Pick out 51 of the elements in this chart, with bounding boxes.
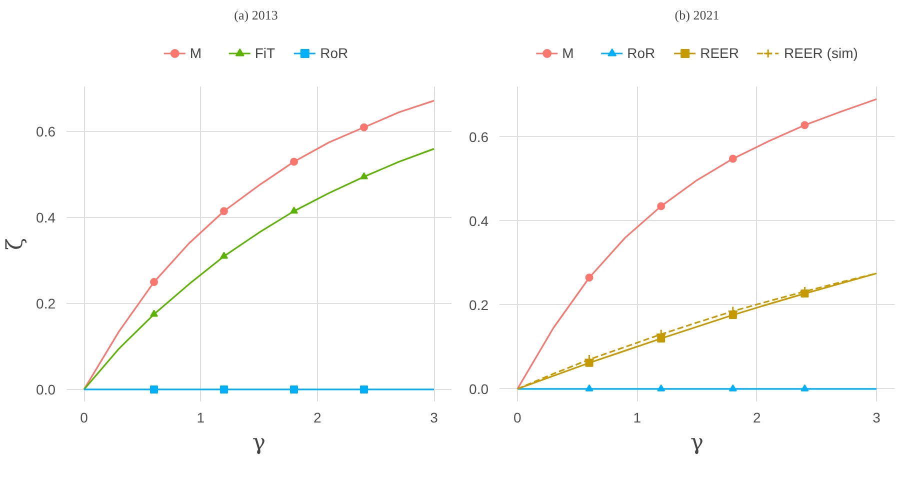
point — [585, 384, 594, 392]
x-tick-label: 0 — [80, 410, 88, 426]
legend-label: REER (sim) — [784, 44, 858, 60]
point — [728, 154, 737, 163]
y-tick-label: 0.4 — [36, 210, 56, 226]
point — [800, 384, 809, 392]
legend-label: REER — [700, 44, 740, 60]
y-tick-label: 0.0 — [469, 380, 489, 397]
point — [360, 172, 368, 180]
legend-label: RoR — [627, 44, 656, 60]
point — [290, 206, 298, 214]
y-tick-label: 0.6 — [469, 128, 489, 145]
y-tick-label: 0.6 — [36, 124, 56, 140]
x-tick-label: 2 — [752, 410, 761, 426]
point — [657, 202, 666, 210]
chart-title: (a) 2013 — [234, 8, 278, 22]
point — [800, 121, 809, 130]
x-tick-label: 3 — [872, 410, 881, 426]
y-tick-label: 0.0 — [36, 381, 56, 398]
line-series — [516, 98, 878, 390]
point — [360, 123, 368, 132]
y-tick-label: 0.2 — [469, 296, 489, 313]
x-tick-label: 1 — [196, 410, 205, 426]
line-series — [83, 100, 435, 390]
x-tick-label: 1 — [633, 410, 642, 426]
point — [150, 385, 158, 394]
point — [728, 384, 737, 392]
x-axis-title: γ — [252, 430, 266, 456]
point — [360, 385, 368, 394]
point — [585, 274, 594, 282]
point — [290, 385, 298, 394]
x-axis-title: γ — [690, 430, 704, 456]
point — [220, 385, 228, 394]
point — [150, 278, 158, 286]
chart-title: (b) 2021 — [674, 8, 720, 22]
x-tick-label: 3 — [430, 410, 438, 426]
x-tick-label: 0 — [514, 410, 522, 426]
x-tick-label: 2 — [313, 410, 322, 426]
y-tick-label: 0.4 — [469, 212, 489, 229]
point — [657, 384, 666, 392]
point — [220, 207, 228, 216]
point — [220, 252, 228, 259]
y-tick-label: 0.2 — [36, 296, 56, 312]
legend-label: FiT — [254, 44, 276, 60]
y-axis-title: ζ — [3, 238, 28, 250]
line-series — [83, 148, 435, 390]
legend-label: RoR — [320, 44, 348, 60]
legend-label: M — [190, 44, 203, 60]
point — [290, 158, 298, 166]
legend-label: M — [562, 44, 575, 60]
point — [150, 310, 158, 317]
